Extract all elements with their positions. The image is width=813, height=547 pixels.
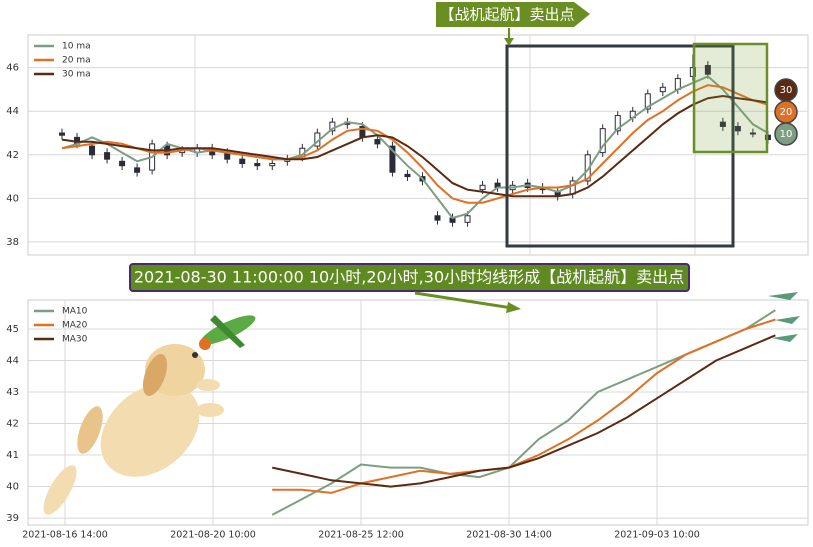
legend-label: MA10 xyxy=(62,307,88,317)
candle-body xyxy=(389,145,396,173)
candle-body xyxy=(704,64,711,75)
y-tick-label: 38 xyxy=(6,237,19,248)
highlight-box xyxy=(505,44,735,248)
x-tick-label: 2021-09-03 10:00 xyxy=(614,530,700,541)
ma-line xyxy=(61,84,769,204)
x-tick-label: 2021-08-30 14:00 xyxy=(466,530,552,541)
ma-line xyxy=(272,318,776,494)
dog-illustration xyxy=(43,344,224,515)
candle-body xyxy=(749,132,756,135)
bottom-plot: 39 40 41 42 43 44 45 2021-08-16 14:00 2021-08-20… xyxy=(6,300,808,541)
y-tick-label: 41 xyxy=(6,450,19,461)
series-tag xyxy=(774,122,798,146)
candle-body xyxy=(104,152,111,160)
x-tick-label: 2021-08-20 10:00 xyxy=(170,530,256,541)
legend-label: MA20 xyxy=(62,321,88,331)
legend-label: MA30 xyxy=(62,335,88,345)
candle-body xyxy=(734,125,741,132)
title-banner xyxy=(129,263,690,292)
candle-body xyxy=(599,128,606,154)
candle-body xyxy=(614,115,621,132)
y-tick-label: 39 xyxy=(6,513,19,524)
y-tick-label: 42 xyxy=(6,150,19,161)
legend-label: 30 ma xyxy=(62,70,91,80)
x-tick-label: 2021-08-25 12:00 xyxy=(318,530,404,541)
ma-line xyxy=(271,334,776,488)
arrow-head xyxy=(504,38,514,46)
candle-body xyxy=(329,121,336,132)
arrow-head xyxy=(506,302,521,313)
candle-body xyxy=(659,86,666,93)
candle-body xyxy=(374,139,381,145)
top-frame xyxy=(27,34,809,256)
legend-label: 20 ma xyxy=(62,56,91,66)
series-tag-label: 20 xyxy=(780,107,793,118)
legend-label: 10 ma xyxy=(62,42,91,52)
top-banner xyxy=(436,2,590,27)
y-tick-label: 46 xyxy=(6,63,19,74)
ma-line xyxy=(61,94,769,198)
plane-illustration xyxy=(199,315,256,350)
top-banner-text: 【战机起航】卖出点 xyxy=(439,6,574,24)
candle-body xyxy=(434,215,441,221)
signal-box xyxy=(692,42,769,154)
y-tick-label: 43 xyxy=(6,387,19,398)
candle-body xyxy=(719,121,726,127)
y-tick-label: 44 xyxy=(6,106,19,117)
chart-title: 2021-08-30 11:00:00 10小时,20小时,30小时均线形成【战… xyxy=(134,268,684,287)
series-tag-label: 30 xyxy=(780,85,793,96)
candle-body xyxy=(239,158,246,165)
series-tag-label: 10 xyxy=(780,129,793,140)
candle-body xyxy=(134,167,141,173)
y-tick-label: 44 xyxy=(6,356,19,367)
x-tick-label: 2021-08-16 14:00 xyxy=(22,530,108,541)
candle-body xyxy=(89,145,96,156)
y-tick-label: 42 xyxy=(6,419,19,430)
ma-line xyxy=(61,75,769,220)
candle-body xyxy=(269,163,276,167)
y-tick-label: 40 xyxy=(6,482,19,493)
candle-body xyxy=(479,184,486,191)
arrow xyxy=(414,291,513,310)
y-tick-label: 40 xyxy=(6,193,19,204)
candle-body xyxy=(404,173,411,178)
candle-body xyxy=(644,93,651,110)
candle-body xyxy=(254,163,261,167)
candle-body xyxy=(464,215,471,223)
y-tick-label: 45 xyxy=(6,324,19,335)
candle-body xyxy=(59,132,65,136)
candle-body xyxy=(119,160,126,167)
